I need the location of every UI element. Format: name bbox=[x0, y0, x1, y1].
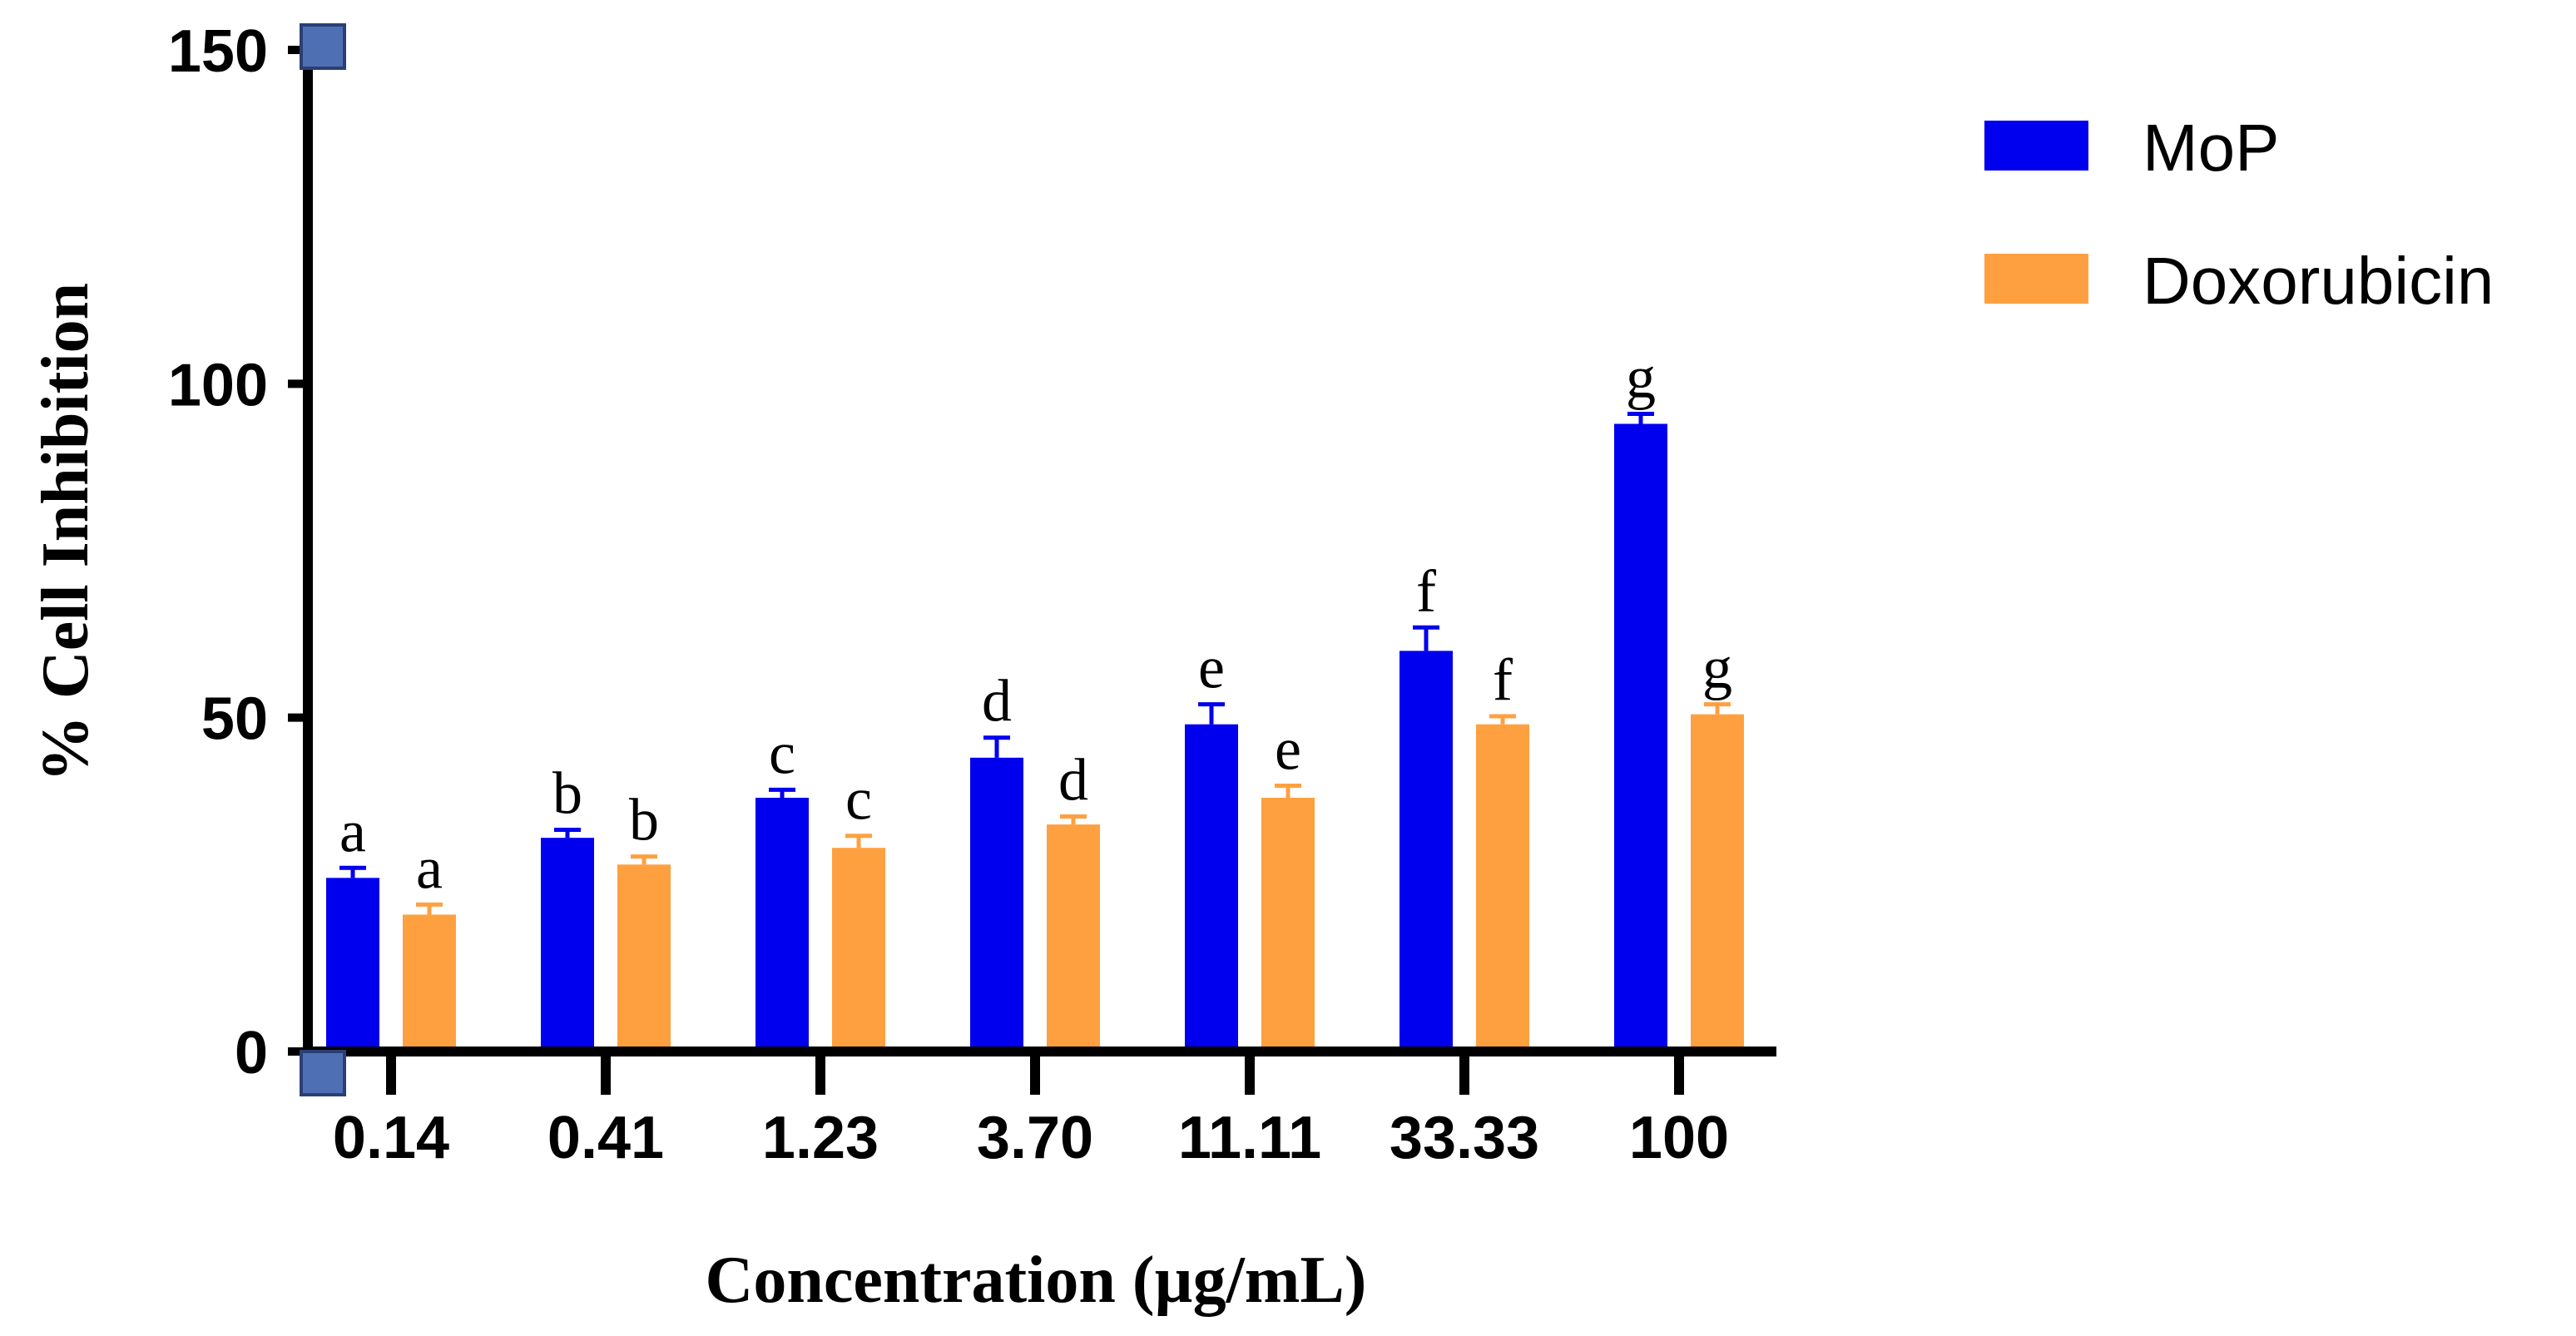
y-axis-min-handle[interactable] bbox=[300, 1050, 346, 1096]
legend-swatch-mop bbox=[1984, 121, 2088, 171]
bar-doxorubicin-0.41 bbox=[617, 864, 671, 1051]
x-tick-label: 11.11 bbox=[1178, 1105, 1321, 1171]
x-tick-label: 0.41 bbox=[547, 1105, 664, 1171]
y-tick-label: 150 bbox=[168, 18, 268, 85]
y-ticks: 0 50 100 150 bbox=[168, 18, 308, 1086]
bar-doxorubicin-33.33 bbox=[1476, 724, 1529, 1051]
y-tick-label: 50 bbox=[201, 686, 268, 753]
bar-doxorubicin-1.23 bbox=[832, 848, 885, 1051]
significance-label: b bbox=[629, 787, 659, 854]
y-tick-label: 0 bbox=[235, 1020, 268, 1086]
significance-label: g bbox=[1702, 635, 1732, 701]
significance-label: c bbox=[845, 766, 872, 833]
legend-label-mop: MoP bbox=[2143, 111, 2280, 185]
bar-mop-0.14 bbox=[326, 878, 379, 1051]
significance-label: a bbox=[339, 798, 366, 864]
bar-mop-0.41 bbox=[541, 838, 594, 1051]
x-tick-label: 1.23 bbox=[762, 1105, 879, 1171]
significance-label: e bbox=[1198, 635, 1225, 701]
error-bars-layer bbox=[339, 411, 1731, 915]
bar-mop-100 bbox=[1614, 423, 1667, 1051]
x-tick-label: 100 bbox=[1629, 1105, 1729, 1171]
significance-label: d bbox=[982, 668, 1012, 735]
bar-mop-11.11 bbox=[1185, 724, 1238, 1051]
y-tick-label: 100 bbox=[168, 352, 268, 418]
x-tick-label: 33.33 bbox=[1390, 1105, 1539, 1171]
significance-label: f bbox=[1493, 646, 1513, 713]
bar-mop-1.23 bbox=[755, 797, 809, 1051]
bar-doxorubicin-11.11 bbox=[1261, 797, 1315, 1051]
legend-swatch-doxorubicin bbox=[1984, 254, 2088, 304]
bar-doxorubicin-100 bbox=[1691, 714, 1744, 1051]
x-tick-label: 3.70 bbox=[977, 1105, 1093, 1171]
significance-label: b bbox=[552, 760, 582, 827]
significance-label: g bbox=[1626, 344, 1656, 410]
significance-labels-layer: aa b b cc dd ee ff g g bbox=[339, 344, 1732, 901]
x-tick-label: 0.14 bbox=[333, 1105, 449, 1171]
y-axis-title: % Cell Inhibition bbox=[29, 283, 102, 782]
bars-layer bbox=[326, 423, 1744, 1051]
significance-label: d bbox=[1058, 746, 1088, 813]
bar-mop-3.70 bbox=[970, 757, 1023, 1051]
bar-doxorubicin-0.14 bbox=[403, 914, 456, 1051]
significance-label: c bbox=[769, 720, 795, 786]
bar-doxorubicin-3.70 bbox=[1047, 824, 1100, 1051]
legend-label-doxorubicin: Doxorubicin bbox=[2143, 244, 2494, 318]
y-axis-max-handle[interactable] bbox=[300, 23, 346, 70]
significance-label: a bbox=[416, 834, 443, 901]
x-ticks: 0.14 0.41 1.23 3.70 11.11 33.33 100 bbox=[333, 1051, 1729, 1171]
bar-mop-33.33 bbox=[1399, 651, 1453, 1051]
legend: MoP Doxorubicin bbox=[1984, 111, 2494, 318]
significance-label: e bbox=[1275, 716, 1301, 783]
x-axis-title: Concentration (µg/mL) bbox=[706, 1244, 1367, 1317]
significance-label: f bbox=[1416, 557, 1436, 624]
